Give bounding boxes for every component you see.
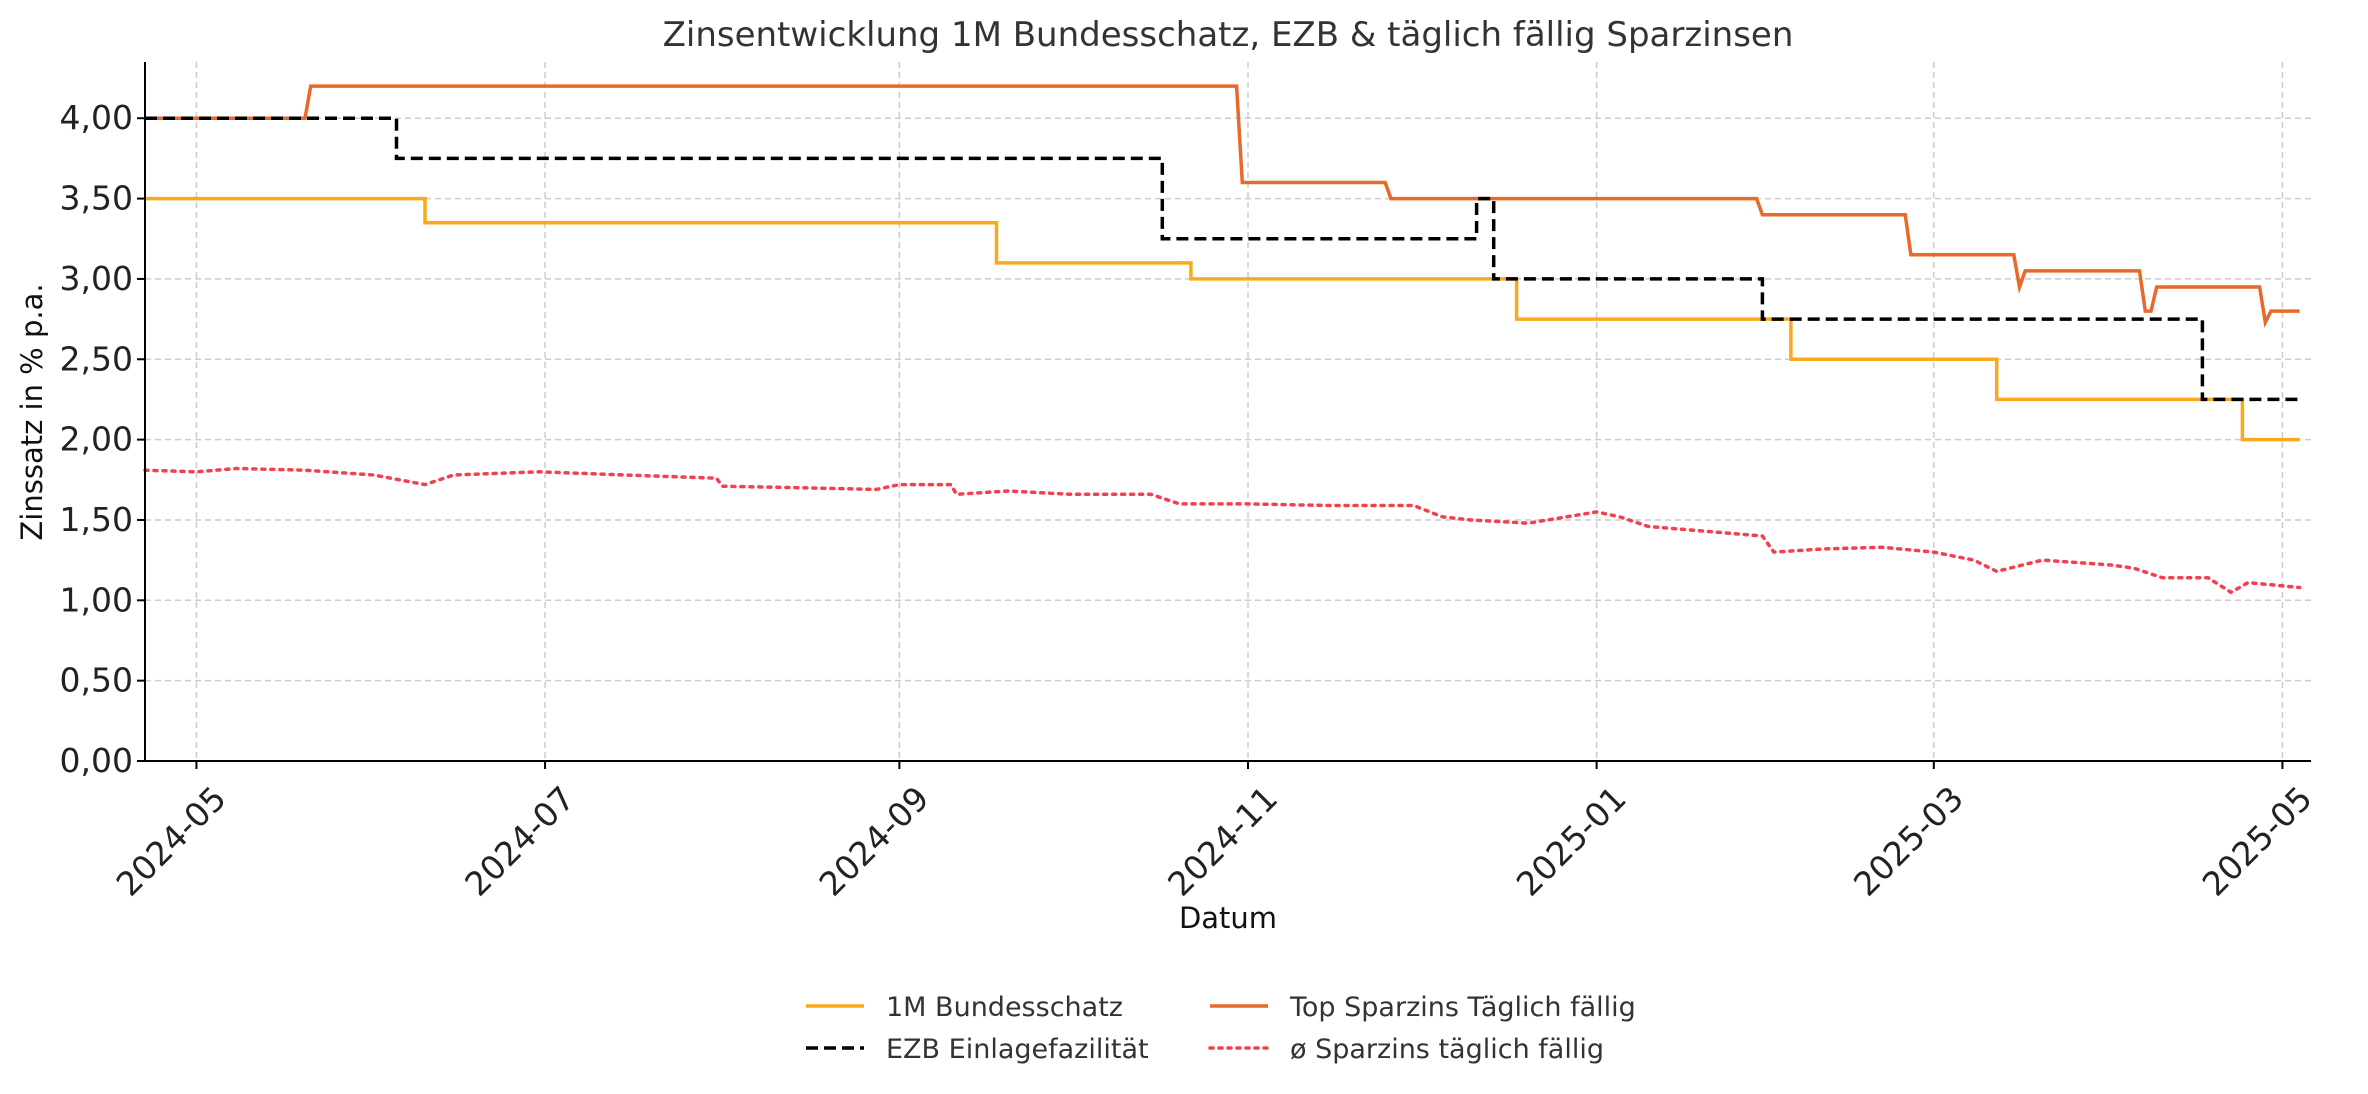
- axes: [144, 62, 2311, 762]
- x-tick-label: 2024-09: [811, 779, 936, 904]
- y-axis-title: Zinssatz in % p.a.: [15, 283, 49, 540]
- x-tick-label: 2025-05: [2195, 779, 2320, 904]
- x-tick-label: 2025-01: [1509, 779, 1634, 904]
- x-ticks: 2024-05 2024-07 2024-09 2024-11 2025-01 2025-…: [109, 761, 2320, 904]
- legend-label: Top Sparzins Täglich fällig: [1289, 992, 1636, 1023]
- y-tick-label: 2,50: [60, 339, 133, 378]
- chart-title: Zinsentwicklung 1M Bundesschatz, EZB & t…: [663, 15, 1794, 55]
- y-tick-label: 2,00: [60, 420, 133, 459]
- y-tick-label: 3,00: [60, 259, 133, 298]
- series-line-ezb-einlagefazilitat: [145, 116, 2300, 402]
- legend-item-top-sparzins-taglich-fallig: Top Sparzins Täglich fällig: [1210, 992, 1636, 1023]
- x-tick-label: 2024-11: [1160, 779, 1285, 904]
- y-tick-label: 3,50: [60, 179, 133, 218]
- x-tick-label: 2024-05: [109, 779, 234, 904]
- y-ticks: 0,00 0,50 1,00 1,50 2,00 2,50 3,00 3,50 4,00: [60, 98, 145, 780]
- y-tick-label: 0,00: [60, 741, 133, 780]
- x-tick-label: 2024-07: [457, 779, 582, 904]
- legend-item-1m-bundesschatz: 1M Bundesschatz: [806, 992, 1123, 1023]
- legend-item-ezb-einlagefazilitat: EZB Einlagefazilität: [806, 1034, 1149, 1065]
- series-line-sparzins-taglich-fallig: [143, 466, 2302, 595]
- series-layer: [143, 84, 2302, 595]
- y-tick-label: 0,50: [60, 661, 133, 700]
- series-line-1m-bundesschatz: [145, 196, 2300, 442]
- legend: 1M Bundesschatz EZB Einlagefazilität Top S…: [806, 992, 1636, 1065]
- grid: [145, 62, 2311, 762]
- series-line-top-sparzins-taglich-fallig: [145, 84, 2300, 328]
- legend-label: EZB Einlagefazilität: [886, 1034, 1149, 1065]
- y-tick-label: 1,00: [60, 580, 133, 619]
- x-tick-label: 2025-03: [1846, 779, 1971, 904]
- legend-item-sparzins-taglich-fallig: ø Sparzins täglich fällig: [1208, 1034, 1604, 1065]
- x-axis-title: Datum: [1179, 901, 1277, 935]
- y-tick-label: 1,50: [60, 500, 133, 539]
- legend-label: 1M Bundesschatz: [886, 992, 1123, 1023]
- y-tick-label: 4,00: [60, 98, 133, 137]
- legend-label: ø Sparzins täglich fällig: [1290, 1034, 1604, 1065]
